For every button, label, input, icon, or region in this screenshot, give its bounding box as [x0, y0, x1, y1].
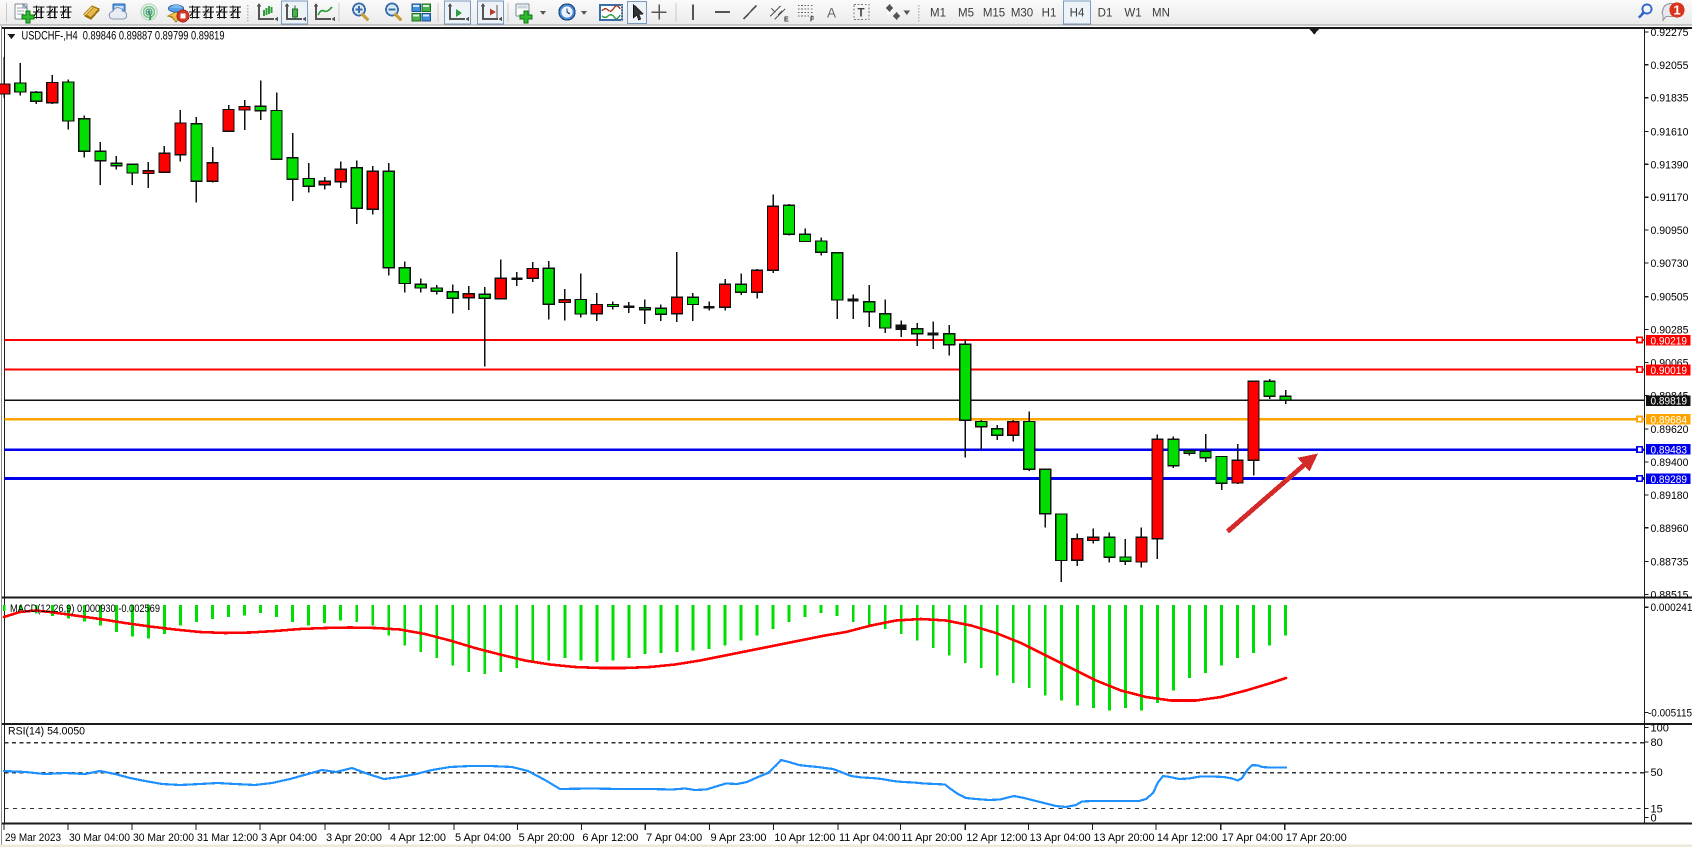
svg-text:12 Apr 12:00: 12 Apr 12:00 [966, 832, 1027, 844]
svg-text:11 Apr 04:00: 11 Apr 04:00 [839, 832, 900, 844]
svg-text:0.88960: 0.88960 [1651, 523, 1689, 535]
svg-text:0.88735: 0.88735 [1651, 557, 1689, 569]
svg-text:100: 100 [1651, 723, 1669, 735]
svg-text:29 Mar 2023: 29 Mar 2023 [5, 832, 61, 844]
svg-text:5 Apr 04:00: 5 Apr 04:00 [455, 832, 511, 844]
svg-text:9 Apr 23:00: 9 Apr 23:00 [711, 832, 767, 844]
svg-text:0.90019: 0.90019 [1651, 365, 1688, 377]
svg-text:1: 1 [1673, 3, 1680, 18]
svg-text:0.92055: 0.92055 [1651, 60, 1689, 72]
svg-text:17 Apr 20:00: 17 Apr 20:00 [1286, 832, 1347, 844]
svg-text:11 Apr 20:00: 11 Apr 20:00 [901, 832, 962, 844]
svg-text:0.90505: 0.90505 [1651, 292, 1689, 304]
svg-text:31 Mar 12:00: 31 Mar 12:00 [197, 832, 258, 844]
svg-text:14 Apr 12:00: 14 Apr 12:00 [1157, 832, 1218, 844]
svg-text:0.89483: 0.89483 [1651, 444, 1688, 456]
svg-text:0.90285: 0.90285 [1651, 325, 1689, 337]
svg-text:MN: MN [1152, 8, 1170, 20]
svg-text:W1: W1 [1124, 8, 1141, 20]
svg-text:M5: M5 [958, 8, 974, 20]
svg-text:80: 80 [1651, 737, 1663, 749]
svg-text:15: 15 [1651, 804, 1663, 816]
svg-text:0.90730: 0.90730 [1651, 258, 1689, 270]
svg-text:E: E [784, 17, 789, 24]
svg-text:T: T [858, 8, 865, 20]
svg-text:0.89289: 0.89289 [1651, 474, 1688, 486]
svg-text:30 Mar 04:00: 30 Mar 04:00 [69, 832, 130, 844]
svg-text:0.000241: 0.000241 [1651, 602, 1692, 614]
svg-text:0.90950: 0.90950 [1651, 225, 1689, 237]
svg-text:M1: M1 [930, 8, 946, 20]
svg-text:USDCHF-,H4 0.89846 0.89887 0.: USDCHF-,H4 0.89846 0.89887 0.89799 0.898… [22, 31, 225, 43]
svg-text:5 Apr 20:00: 5 Apr 20:00 [519, 832, 575, 844]
svg-text:F: F [810, 17, 815, 24]
svg-text:0.91835: 0.91835 [1651, 93, 1689, 105]
svg-text:13 Apr 04:00: 13 Apr 04:00 [1030, 832, 1091, 844]
svg-text:0.88515: 0.88515 [1651, 589, 1689, 601]
svg-text:0.89819: 0.89819 [1651, 396, 1688, 408]
svg-text:H4: H4 [1070, 8, 1085, 20]
svg-text:17 Apr 04:00: 17 Apr 04:00 [1222, 832, 1283, 844]
svg-text:0: 0 [1651, 813, 1657, 825]
svg-text:RSI(14) 54.0050: RSI(14) 54.0050 [8, 726, 85, 738]
svg-text:0.89400: 0.89400 [1651, 457, 1689, 469]
svg-text:-0.005115: -0.005115 [1648, 707, 1692, 719]
svg-text:0.90219: 0.90219 [1651, 335, 1688, 347]
svg-text:3 Apr 20:00: 3 Apr 20:00 [326, 832, 382, 844]
svg-text:H1: H1 [1042, 8, 1057, 20]
svg-text:7 Apr 04:00: 7 Apr 04:00 [646, 832, 702, 844]
svg-text:6 Apr 12:00: 6 Apr 12:00 [582, 832, 638, 844]
svg-text:30 Mar 20:00: 30 Mar 20:00 [133, 832, 194, 844]
svg-text:0.91610: 0.91610 [1651, 126, 1689, 138]
svg-text:A: A [827, 6, 836, 21]
svg-text:0.89684: 0.89684 [1651, 414, 1688, 426]
svg-text:MACD(12,26,9) 0.000930 -0.0025: MACD(12,26,9) 0.000930 -0.002569 [10, 603, 160, 615]
svg-text:0.92275: 0.92275 [1651, 27, 1689, 39]
svg-text:10 Apr 12:00: 10 Apr 12:00 [774, 832, 835, 844]
svg-text:0.91170: 0.91170 [1651, 192, 1689, 204]
svg-text:50: 50 [1651, 767, 1663, 779]
svg-text:0.89180: 0.89180 [1651, 490, 1689, 502]
svg-text:3 Apr 04:00: 3 Apr 04:00 [261, 832, 317, 844]
svg-text:M15: M15 [983, 8, 1005, 20]
svg-text:M30: M30 [1011, 8, 1033, 20]
svg-text:D1: D1 [1098, 8, 1113, 20]
svg-text:0.91390: 0.91390 [1651, 159, 1689, 171]
svg-text:0.89620: 0.89620 [1651, 424, 1689, 436]
svg-text:13 Apr 20:00: 13 Apr 20:00 [1094, 832, 1155, 844]
svg-text:4 Apr 12:00: 4 Apr 12:00 [390, 832, 446, 844]
